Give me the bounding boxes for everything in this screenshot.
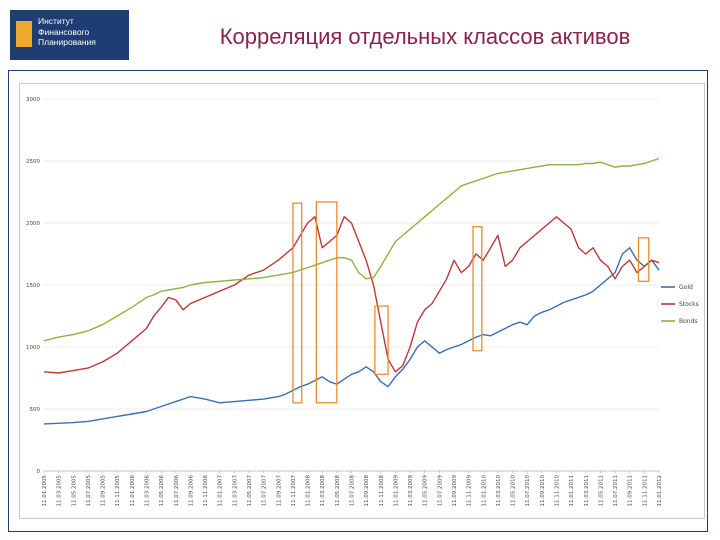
legend-label-gold: Gold: [679, 284, 693, 291]
x-tick-label: 11.07.2005: [86, 475, 92, 507]
logo-line-1: Институт: [38, 16, 74, 26]
logo-line-3: Планирования: [38, 37, 96, 47]
x-tick-label: 11.03.2009: [408, 475, 414, 507]
page-title: Корреляция отдельных классов активов: [219, 24, 631, 49]
x-tick-label: 11.11.2011: [642, 475, 648, 507]
y-tick-label: 500: [30, 407, 41, 413]
x-tick-label: 11.05.2005: [71, 475, 77, 507]
x-tick-label: 11.07.2008: [350, 475, 356, 507]
x-tick-label: 11.09.2006: [188, 475, 194, 507]
y-tick-label: 0: [37, 469, 41, 475]
x-tick-label: 11.01.2011: [569, 475, 575, 507]
x-tick-label: 11.03.2007: [232, 475, 238, 507]
x-tick-label: 11.09.2005: [101, 475, 107, 507]
x-tick-label: 11.07.2009: [437, 475, 443, 507]
chart-area: [19, 83, 705, 519]
x-tick-label: 11.05.2010: [511, 475, 517, 507]
series-line-stocks: [43, 216, 660, 374]
y-tick-label: 2000: [26, 221, 40, 227]
x-tick-label: 11.11.2008: [379, 475, 385, 507]
legend-label-bonds: Bonds: [679, 318, 698, 325]
x-tick-label: 11.01.2005: [42, 475, 48, 507]
x-tick-label: 11.01.2009: [393, 475, 399, 507]
x-tick-label: 11.11.2007: [291, 475, 297, 507]
x-tick-label: 11.01.2010: [481, 475, 487, 507]
highlight-box: [374, 305, 389, 375]
x-tick-label: 11.07.2006: [174, 475, 180, 507]
x-tick-label: 11.07.2007: [262, 475, 268, 507]
x-tick-label: 11.01.2007: [218, 475, 224, 507]
x-tick-label: 11.11.2005: [115, 475, 121, 507]
highlight-box: [637, 237, 650, 282]
logo-text: Институт Финансового Планирования: [38, 16, 126, 48]
x-tick-label: 11.11.2010: [555, 475, 561, 507]
x-tick-label: 11.05.2007: [247, 475, 253, 507]
x-tick-label: 11.07.2010: [525, 475, 531, 507]
y-tick-label: 3000: [26, 97, 40, 103]
x-tick-label: 11.03.2010: [496, 475, 502, 507]
x-tick-label: 11.01.2012: [657, 475, 663, 507]
highlight-box: [292, 202, 303, 404]
x-tick-label: 11.05.2008: [335, 475, 341, 507]
x-tick-label: 11.09.2010: [540, 475, 546, 507]
series-line-bonds: [43, 157, 660, 342]
x-tick-label: 11.03.2005: [57, 475, 63, 507]
x-tick-label: 11.09.2007: [276, 475, 282, 507]
x-tick-label: 11.03.2008: [320, 475, 326, 507]
y-tick-label: 1500: [26, 283, 40, 289]
x-tick-label: 11.09.2008: [364, 475, 370, 507]
correlation-line-chart: 0 500 1000 1500 2000 2500 3000 11.01.2005 11.03.…: [26, 97, 699, 507]
x-tick-label: 11.07.2011: [613, 475, 619, 507]
legend-label-stocks: Stocks: [679, 301, 699, 308]
content-frame: [8, 70, 708, 532]
y-tick-label: 1000: [26, 345, 40, 351]
x-tick-label: 11.01.2006: [130, 475, 136, 507]
x-tick-label: 11.03.2006: [145, 475, 151, 507]
x-tick-label: 11.09.2009: [452, 475, 458, 507]
logo: Институт Финансового Планирования: [10, 10, 129, 60]
x-tick-label: 11.03.2011: [584, 475, 590, 507]
x-tick-label: 11.05.2006: [159, 475, 165, 507]
x-tick-label: 11.09.2011: [628, 475, 634, 507]
highlight-box: [315, 201, 338, 404]
highlight-box: [472, 226, 483, 352]
x-tick-label: 11.05.2009: [423, 475, 429, 507]
x-tick-label: 11.05.2011: [598, 475, 604, 507]
x-tick-label: 11.01.2008: [306, 475, 312, 507]
y-tick-label: 2500: [26, 159, 40, 165]
logo-line-2: Финансового: [38, 26, 90, 37]
x-tick-label: 11.11.2006: [203, 475, 209, 507]
series-line-gold: [43, 247, 660, 425]
logo-mark: [16, 21, 32, 47]
x-tick-label: 11.11.2009: [467, 475, 473, 507]
